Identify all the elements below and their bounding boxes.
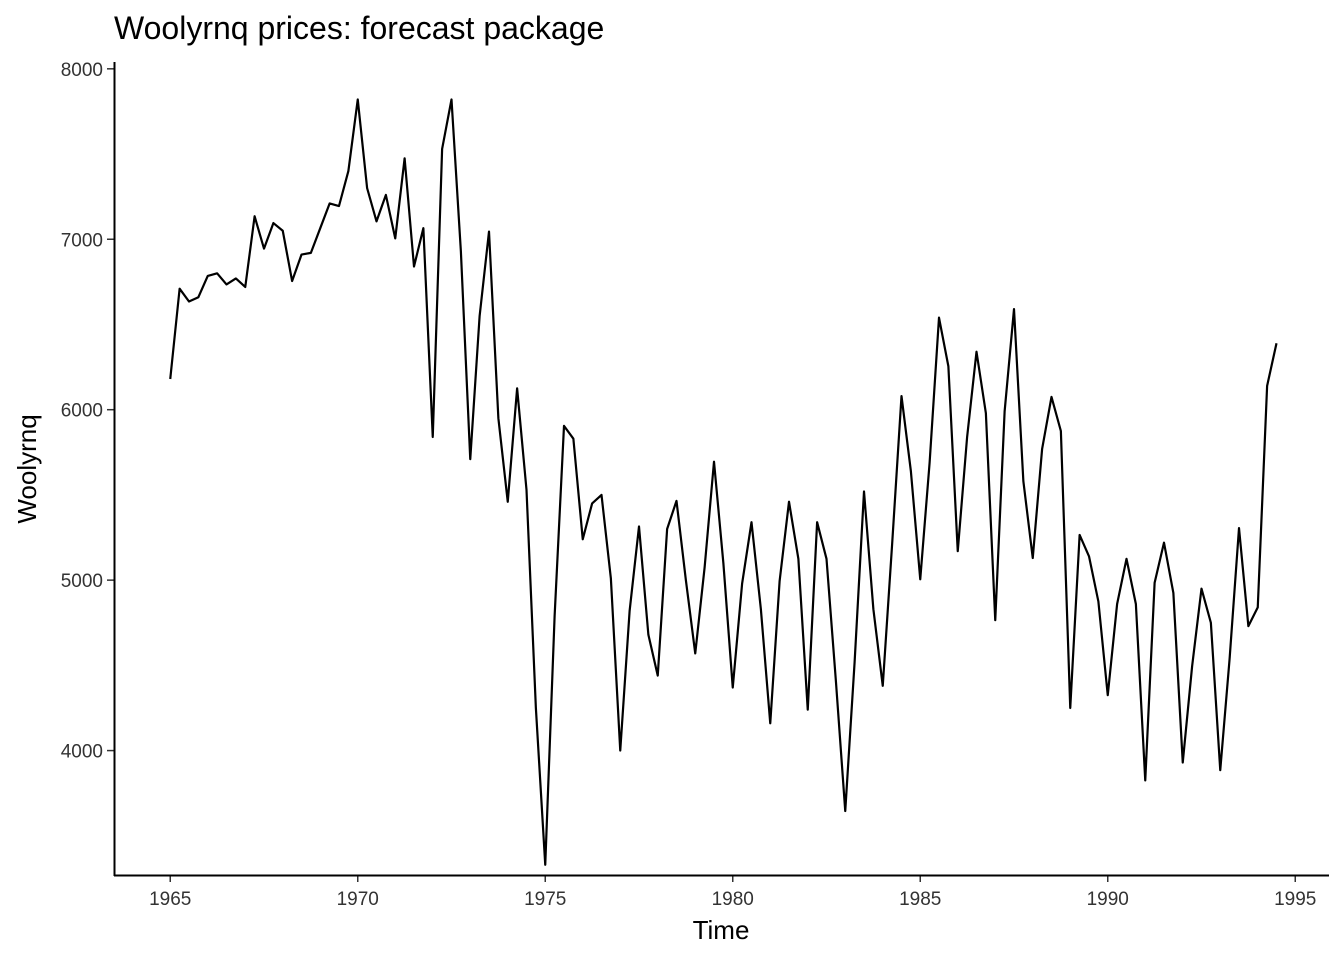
- x-axis-title: Time: [693, 915, 750, 945]
- x-axis-ticks: 1965 1970 1975 1980 1985 1990 1995: [149, 875, 1316, 910]
- y-tick-label: 7000: [61, 230, 103, 251]
- x-tick-label: 1965: [149, 889, 191, 910]
- y-axis-ticks: 4000 5000 6000 7000 8000: [61, 60, 114, 763]
- y-tick-label: 8000: [61, 60, 103, 81]
- x-tick-label: 1975: [524, 889, 566, 910]
- y-tick-label: 6000: [61, 401, 103, 422]
- y-tick-label: 5000: [61, 571, 103, 592]
- y-axis-title: Woolyrnq: [12, 414, 42, 523]
- x-tick-label: 1970: [337, 889, 379, 910]
- y-tick-label: 4000: [61, 742, 103, 763]
- x-tick-label: 1990: [1087, 889, 1129, 910]
- series-line: [169, 98, 1278, 866]
- x-tick-label: 1985: [899, 889, 941, 910]
- x-tick-label: 1980: [712, 889, 754, 910]
- chart-title: Woolyrnq prices: forecast package: [114, 10, 604, 46]
- x-tick-label: 1995: [1274, 889, 1316, 910]
